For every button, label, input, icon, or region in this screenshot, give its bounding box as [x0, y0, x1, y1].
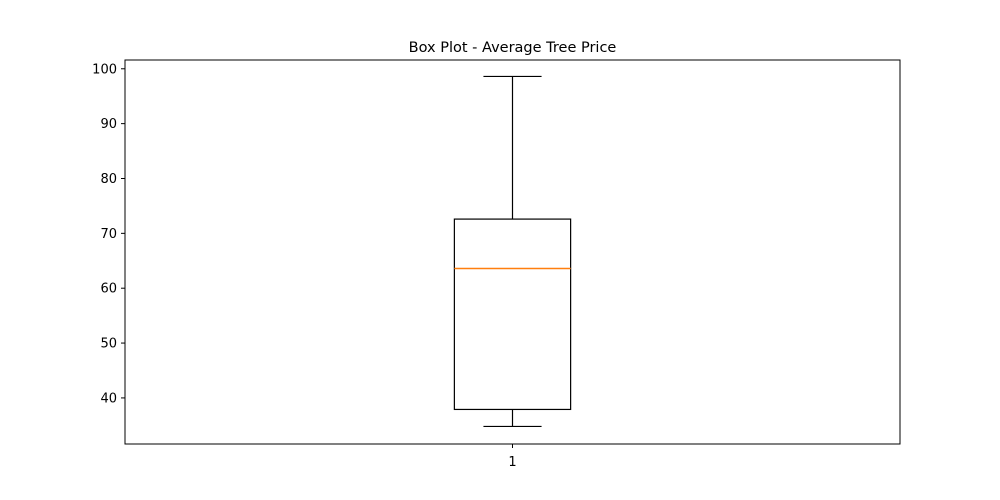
iqr-box	[453, 218, 572, 411]
y-tick-label: 50	[100, 337, 117, 352]
chart-title: Box Plot - Average Tree Price	[409, 40, 617, 56]
plot-area-frame	[124, 59, 901, 445]
x-axis: 1	[508, 444, 517, 470]
y-tick-label: 40	[100, 391, 117, 406]
y-tick-label: 70	[100, 227, 117, 242]
y-tick-label: 80	[100, 172, 117, 187]
box-group	[453, 75, 572, 428]
y-tick-label: 90	[100, 117, 117, 132]
y-axis: 40 50 60 70 80 90 100	[92, 62, 125, 406]
boxes-layer	[453, 75, 572, 428]
y-tick-label: 60	[100, 282, 117, 297]
x-tick-label: 1	[508, 455, 516, 470]
y-tick-label: 100	[92, 62, 117, 77]
